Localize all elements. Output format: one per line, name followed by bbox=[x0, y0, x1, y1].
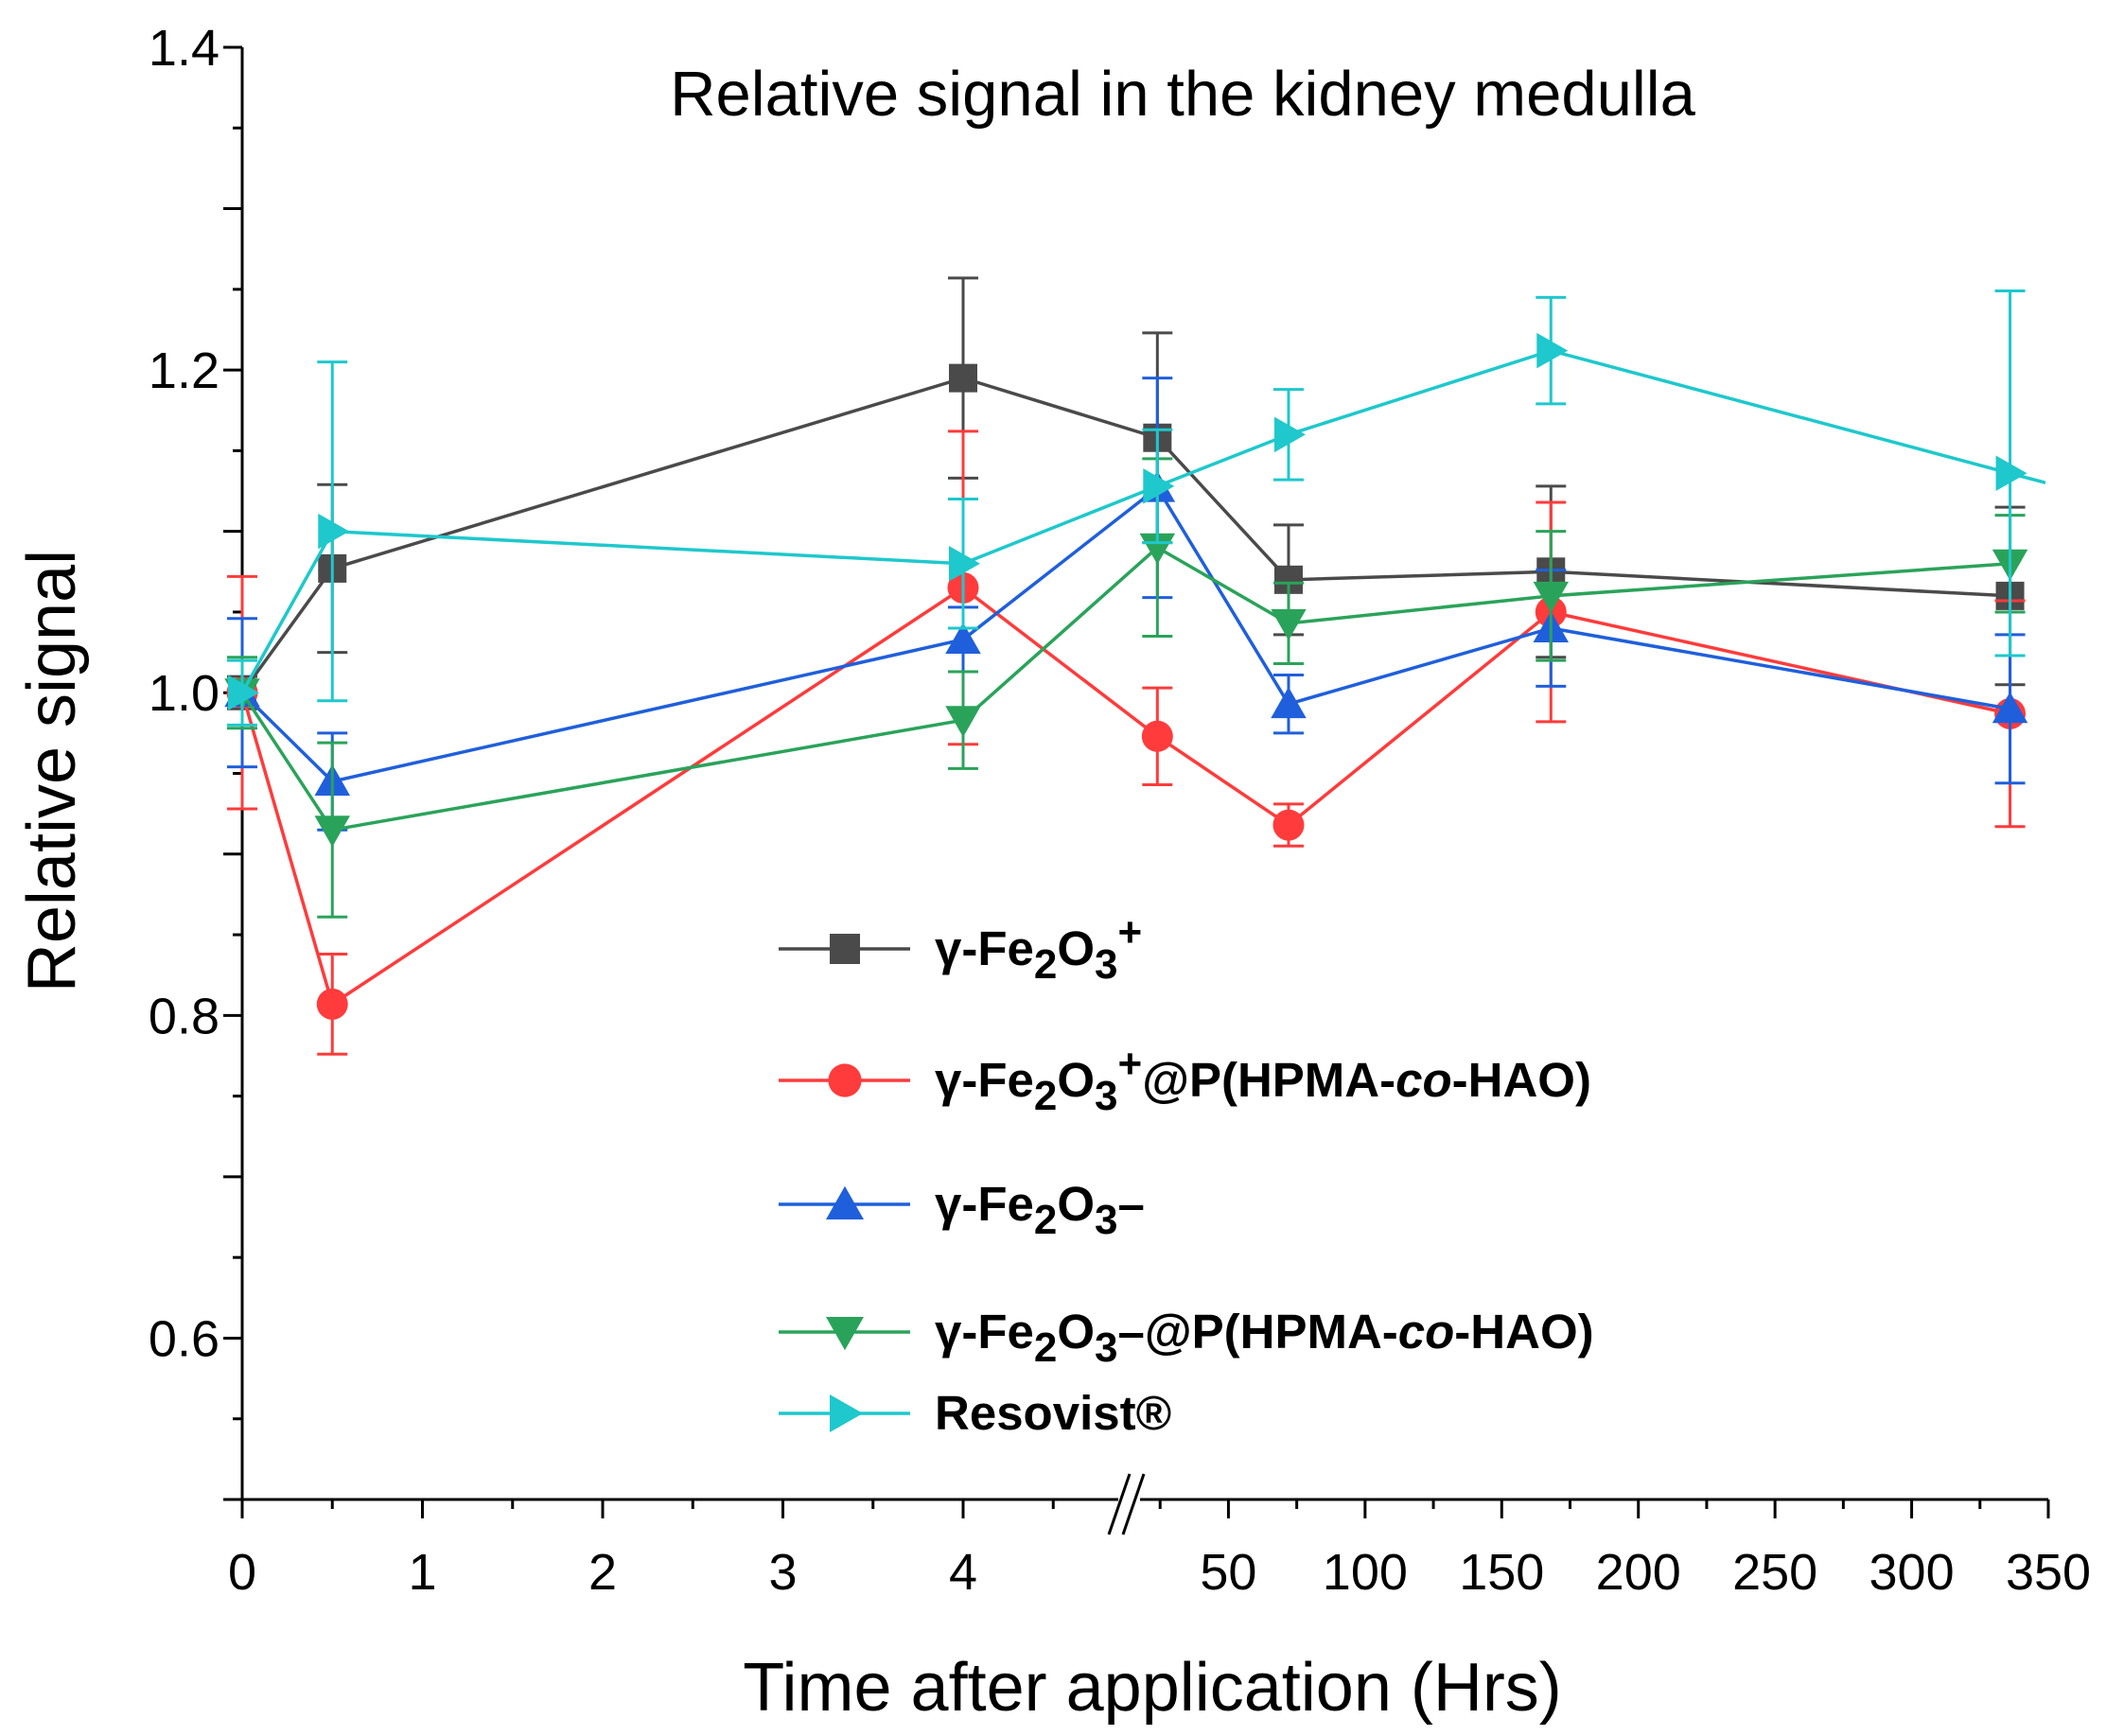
legend-label-part: O bbox=[1057, 1177, 1095, 1231]
legend-label-part: O bbox=[1057, 1053, 1095, 1107]
legend: γ-Fe2O3+γ-Fe2O3+@P(HPMA-co-HAO)γ-Fe2O3–γ… bbox=[779, 909, 1594, 1440]
legend-marker bbox=[830, 1394, 864, 1432]
data-point bbox=[228, 675, 259, 710]
legend-label-part: 3 bbox=[1095, 1324, 1117, 1371]
x-tick-label: 150 bbox=[1459, 1544, 1544, 1601]
data-point bbox=[1273, 416, 1306, 453]
legend-label: γ-Fe2O3+@P(HPMA-co-HAO) bbox=[935, 1041, 1591, 1119]
legend-label-part: -HAO) bbox=[1452, 1053, 1591, 1107]
data-point bbox=[1139, 533, 1176, 565]
legend-label-part: 3 bbox=[1095, 1197, 1117, 1243]
y-axis-title: Relative signal bbox=[14, 550, 90, 992]
data-point bbox=[945, 706, 981, 738]
x-axis-title: Time after application (Hrs) bbox=[743, 1650, 1562, 1726]
legend-label-part: O bbox=[1057, 1305, 1095, 1359]
series-5 bbox=[227, 289, 2046, 727]
legend-label-part: + bbox=[1118, 909, 1143, 956]
data-point bbox=[316, 988, 348, 1020]
legend-item-3: γ-Fe2O3– bbox=[779, 1177, 1145, 1243]
x-tick-label: 1 bbox=[408, 1544, 436, 1601]
y-tick-label: 1.0 bbox=[149, 665, 219, 722]
legend-label-part: – bbox=[1118, 1177, 1145, 1231]
data-point bbox=[1536, 332, 1569, 369]
legend-item-4: γ-Fe2O3–@P(HPMA-co-HAO) bbox=[779, 1305, 1594, 1371]
x-tick-label: 300 bbox=[1869, 1544, 1955, 1601]
x-tick-label: 3 bbox=[768, 1544, 797, 1601]
x-tick-label: 200 bbox=[1596, 1544, 1681, 1601]
legend-item-1: γ-Fe2O3+ bbox=[779, 909, 1142, 988]
plot-area bbox=[224, 276, 2046, 1056]
legend-marker bbox=[826, 1185, 864, 1219]
legend-marker bbox=[830, 934, 860, 964]
legend-label-part: 2 bbox=[1034, 1324, 1057, 1371]
y-tick-label: 0.6 bbox=[149, 1310, 219, 1367]
legend-label-part: @P(HPMA- bbox=[1142, 1053, 1395, 1107]
data-point bbox=[1272, 809, 1305, 841]
legend-item-2: γ-Fe2O3+@P(HPMA-co-HAO) bbox=[779, 1041, 1591, 1119]
x-tick-label: 50 bbox=[1200, 1544, 1256, 1601]
data-point bbox=[1992, 692, 2028, 724]
x-axis-break-mark bbox=[1107, 1473, 1146, 1535]
legend-label: γ-Fe2O3– bbox=[935, 1177, 1145, 1243]
legend-label-part: γ-Fe bbox=[935, 1177, 1034, 1231]
legend-label: γ-Fe2O3+ bbox=[935, 909, 1142, 988]
y-tick-label: 0.8 bbox=[149, 988, 219, 1044]
data-point bbox=[949, 546, 980, 582]
legend-label-part: γ-Fe bbox=[935, 1053, 1034, 1107]
legend-label-part: co bbox=[1398, 1305, 1455, 1359]
data-point bbox=[1143, 468, 1175, 504]
legend-label-part: O bbox=[1057, 921, 1095, 975]
data-point bbox=[318, 513, 350, 550]
legend-label-part: 3 bbox=[1095, 941, 1117, 988]
data-point bbox=[1271, 687, 1307, 719]
y-tick-label: 1.2 bbox=[149, 342, 219, 399]
x-tick-label: 100 bbox=[1323, 1544, 1408, 1601]
legend-label-part: 3 bbox=[1095, 1073, 1117, 1119]
x-tick-label: 0 bbox=[228, 1544, 256, 1601]
legend-marker bbox=[828, 1063, 862, 1097]
data-point bbox=[1141, 720, 1173, 752]
legend-label-part: 2 bbox=[1034, 941, 1057, 988]
x-tick-label: 250 bbox=[1732, 1544, 1817, 1601]
chart-title: Relative signal in the kidney medulla bbox=[670, 59, 1696, 130]
data-point bbox=[949, 363, 977, 393]
data-point bbox=[945, 622, 981, 654]
legend-label-part: 2 bbox=[1034, 1197, 1057, 1243]
legend-label-part: γ-Fe bbox=[935, 1305, 1034, 1359]
x-tick-label: 2 bbox=[588, 1544, 617, 1601]
x-tick-label: 4 bbox=[949, 1544, 977, 1601]
legend-label: γ-Fe2O3–@P(HPMA-co-HAO) bbox=[935, 1305, 1594, 1371]
legend-label-part: 2 bbox=[1034, 1073, 1057, 1119]
legend-label-part: + bbox=[1118, 1041, 1143, 1087]
legend-marker bbox=[826, 1317, 864, 1351]
axes: 0.60.81.01.21.40 1 2 3 4 50 100 150 200 250 300 350 bbox=[149, 20, 2091, 1601]
legend-label-part: Resovist® bbox=[935, 1386, 1171, 1440]
x-tick-label: 350 bbox=[2006, 1544, 2091, 1601]
legend-label-part: co bbox=[1395, 1053, 1452, 1107]
data-point bbox=[1533, 581, 1570, 613]
legend-label: Resovist® bbox=[935, 1386, 1171, 1440]
legend-item-5: Resovist® bbox=[779, 1386, 1171, 1440]
legend-label-part: γ-Fe bbox=[935, 921, 1034, 975]
data-point bbox=[1995, 455, 2027, 492]
y-tick-label: 1.4 bbox=[149, 20, 219, 77]
legend-label-part: -HAO) bbox=[1454, 1305, 1593, 1359]
data-point bbox=[1271, 608, 1307, 640]
data-point bbox=[314, 815, 350, 848]
legend-label-part: –@P(HPMA- bbox=[1118, 1305, 1398, 1359]
